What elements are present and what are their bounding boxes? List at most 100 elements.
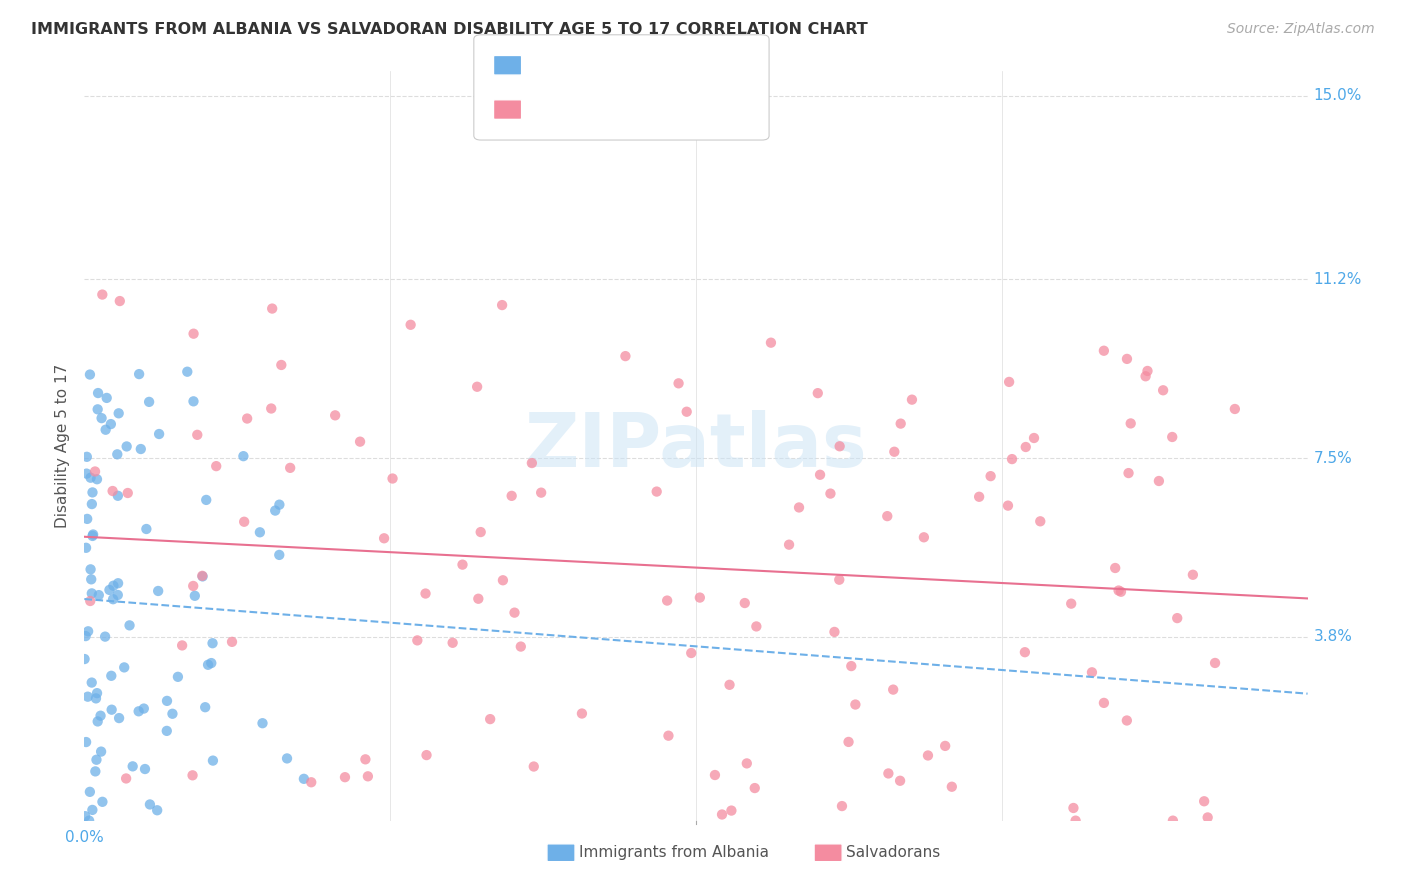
Text: 7.5%: 7.5%	[1313, 450, 1353, 466]
Point	[269, 548, 291, 562]
Point	[415, 586, 437, 600]
Point	[90, 745, 112, 759]
Point	[501, 489, 523, 503]
Point	[1197, 810, 1219, 824]
Text: -0.144: -0.144	[568, 102, 623, 117]
Point	[1115, 714, 1137, 728]
Point	[79, 594, 101, 608]
Point	[73, 652, 96, 666]
Point	[681, 646, 703, 660]
Point	[194, 700, 217, 714]
Point	[1062, 801, 1084, 815]
Point	[264, 503, 287, 517]
Point	[103, 579, 125, 593]
Point	[1060, 597, 1083, 611]
Point	[112, 660, 135, 674]
Text: 11.2%: 11.2%	[1313, 272, 1362, 286]
Text: 88: 88	[662, 58, 683, 73]
Point	[744, 780, 766, 795]
Point	[181, 768, 204, 782]
Point	[132, 701, 155, 715]
Point	[1147, 474, 1170, 488]
Point	[323, 409, 346, 423]
Point	[76, 512, 98, 526]
Point	[90, 708, 112, 723]
Point	[735, 756, 758, 771]
Point	[118, 618, 141, 632]
Point	[77, 814, 100, 828]
Point	[87, 588, 110, 602]
Point	[823, 624, 845, 639]
Point	[278, 461, 301, 475]
Point	[470, 524, 492, 539]
Point	[917, 748, 939, 763]
Point	[86, 714, 108, 729]
Point	[1135, 369, 1157, 384]
Point	[675, 405, 697, 419]
Point	[191, 569, 214, 583]
Point	[718, 678, 741, 692]
Point	[80, 572, 103, 586]
Point	[980, 469, 1002, 483]
Point	[711, 807, 734, 822]
Point	[838, 735, 860, 749]
Point	[1001, 452, 1024, 467]
Point	[703, 768, 725, 782]
Point	[87, 386, 110, 401]
Point	[1119, 417, 1142, 431]
Point	[668, 376, 690, 391]
Point	[176, 365, 198, 379]
Point	[269, 498, 291, 512]
Point	[172, 639, 194, 653]
Point	[82, 485, 104, 500]
Point	[509, 640, 531, 654]
Point	[129, 442, 152, 456]
Point	[491, 298, 513, 312]
Point	[101, 592, 124, 607]
Point	[441, 636, 464, 650]
Point	[530, 485, 553, 500]
Point	[1092, 696, 1115, 710]
Point	[156, 694, 179, 708]
Text: Source: ZipAtlas.com: Source: ZipAtlas.com	[1227, 22, 1375, 37]
Text: 0.060: 0.060	[568, 58, 616, 73]
Point	[787, 500, 810, 515]
Point	[354, 752, 377, 766]
Point	[233, 515, 256, 529]
Text: 122: 122	[662, 102, 695, 117]
Point	[1081, 665, 1104, 680]
Point	[1108, 583, 1130, 598]
Point	[373, 531, 395, 545]
Point	[156, 723, 179, 738]
Point	[399, 318, 422, 332]
Point	[201, 636, 224, 650]
Point	[184, 589, 207, 603]
Y-axis label: Disability Age 5 to 17: Disability Age 5 to 17	[55, 364, 70, 528]
Point	[76, 450, 98, 464]
Point	[998, 375, 1021, 389]
Point	[465, 380, 488, 394]
Point	[889, 773, 911, 788]
Point	[115, 772, 138, 786]
Point	[520, 456, 543, 470]
Point	[162, 706, 184, 721]
Text: R =: R =	[531, 58, 560, 73]
Point	[96, 391, 118, 405]
Point	[77, 624, 100, 639]
Point	[75, 629, 97, 643]
Point	[1029, 514, 1052, 528]
Point	[128, 704, 150, 718]
Point	[84, 465, 107, 479]
Text: IMMIGRANTS FROM ALBANIA VS SALVADORAN DISABILITY AGE 5 TO 17 CORRELATION CHART: IMMIGRANTS FROM ALBANIA VS SALVADORAN DI…	[31, 22, 868, 37]
Point	[134, 762, 156, 776]
Point	[451, 558, 474, 572]
Point	[139, 797, 162, 812]
Point	[479, 712, 502, 726]
Point	[79, 785, 101, 799]
Point	[1104, 561, 1126, 575]
Point	[91, 287, 114, 301]
Point	[98, 582, 121, 597]
Point	[1092, 343, 1115, 358]
Point	[415, 748, 437, 763]
Point	[820, 486, 842, 500]
